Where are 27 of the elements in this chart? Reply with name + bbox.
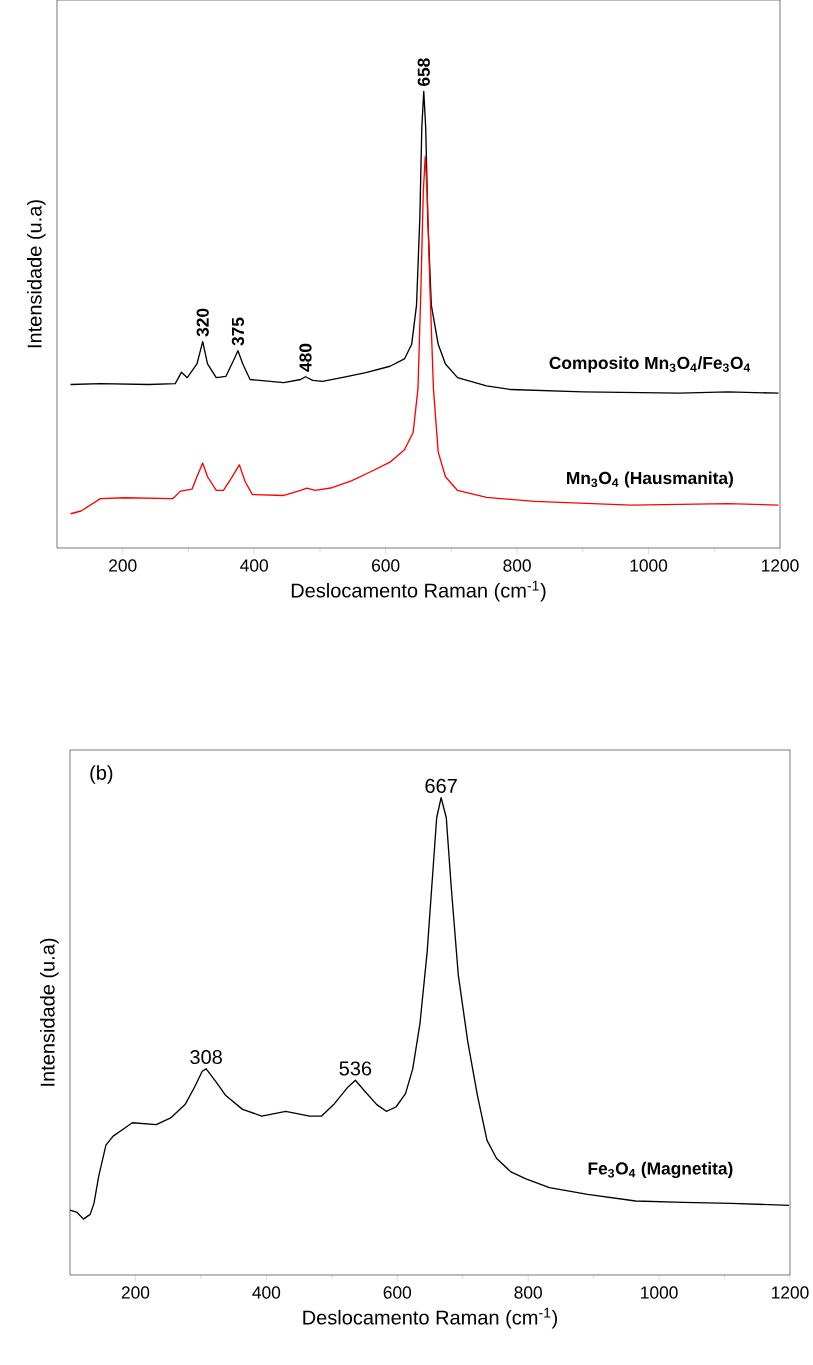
text: (b) <box>90 765 113 784</box>
x-tick-label: 1000 <box>630 559 668 572</box>
x-tick-label: 1200 <box>762 559 799 572</box>
series-label: Composito Mn$_{3}$O$_{4}$/Fe$_{3}$O$_{4}$ <box>549 356 751 373</box>
y-axis-title: Intensidade (u.a) <box>39 938 59 1086</box>
series-label: Fe$_{3}$O$_{4}$ (Magnetita) <box>588 1161 733 1179</box>
series-label: Mn$_{3}$O$_{4}$ (Hausmanita) <box>567 471 733 488</box>
x-tick-label: 1000 <box>641 1286 678 1299</box>
annotation: 658 <box>417 58 430 86</box>
x-tick-label: 200 <box>121 1286 150 1299</box>
x-tick-label: 600 <box>383 1286 412 1299</box>
annotation: 667 <box>425 778 457 794</box>
x-tick-label: 200 <box>109 559 137 572</box>
annotation: 320 <box>196 308 209 337</box>
annotation: 536 <box>339 1061 372 1076</box>
x-tick-label: 400 <box>252 1286 281 1299</box>
annotation: 480 <box>299 343 312 372</box>
annotation: 308 <box>190 1049 222 1065</box>
x-axis-title: Deslocamento Raman (cm$^{-1}$) <box>291 580 546 602</box>
x-tick-label: 800 <box>514 1286 542 1299</box>
x-tick-label: 800 <box>503 559 531 572</box>
annotation: 375 <box>231 317 245 346</box>
x-axis-title: Deslocamento Raman (cm$^{-1}$) <box>303 1307 558 1329</box>
x-tick-label: 400 <box>240 559 268 572</box>
x-tick-label: 1200 <box>772 1286 809 1299</box>
y-axis-title: Intensidade (u.a) <box>26 200 46 348</box>
x-tick-label: 600 <box>372 559 400 572</box>
